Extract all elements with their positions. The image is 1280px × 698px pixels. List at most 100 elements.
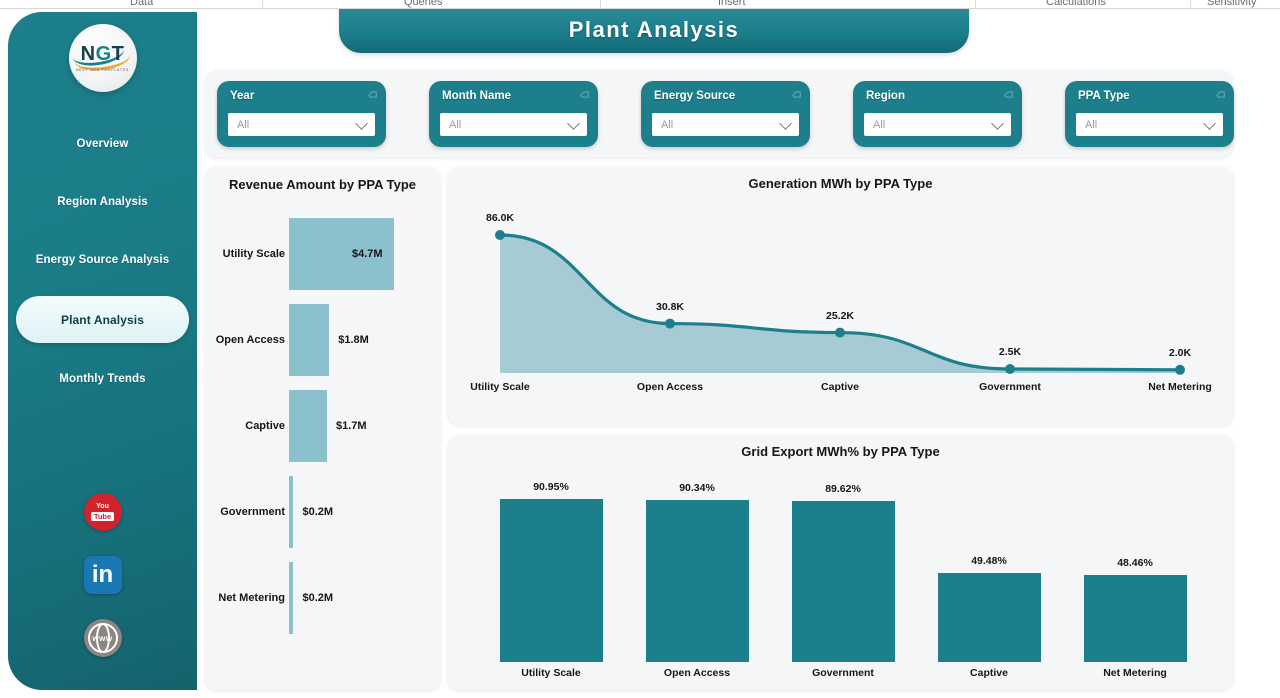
slicer-energy-source[interactable]: Energy Source All [641,81,810,147]
website-link[interactable]: www [83,618,123,658]
revenue-bar-row[interactable]: Open Access $1.8M [205,297,440,383]
generation-value-label: 2.5K [998,345,1022,358]
slicer-region[interactable]: Region All [853,81,1022,147]
youtube-link[interactable]: You Tube [83,492,123,532]
generation-data-point[interactable] [835,327,845,338]
revenue-bar[interactable] [289,562,294,634]
slicer-value: All [1085,118,1098,131]
clear-filter-icon[interactable] [792,91,801,98]
grid-export-axis-label: Open Access [663,667,731,679]
revenue-bar-row[interactable]: Net Metering $0.2M [205,555,440,641]
slicer-dropdown[interactable]: All [864,113,1011,136]
generation-area-svg [495,230,1185,375]
ribbon-tab-sensitivity[interactable]: Sensitivity [1207,0,1257,8]
page-title-banner: Plant Analysis [339,9,969,53]
grid-export-bar[interactable] [499,499,603,662]
grid-export-chart[interactable]: Grid Export MWh% by PPA Type 90.95% 90.34… [448,435,1233,690]
generation-value-label: 86.0K [485,212,515,224]
slicer-dropdown[interactable]: All [440,113,587,136]
filter-bar: Year All Month Name All Energy Source [205,71,1234,157]
sidebar-item-plant-analysis[interactable]: Plant Analysis [16,296,189,343]
chevron-down-icon [779,117,792,130]
slicer-label: PPA Type [1078,90,1130,102]
grid-export-plot [478,477,1208,662]
generation-value-label: 2.0K [1168,346,1192,359]
slicer-label: Month Name [442,90,511,102]
chart-title: Revenue Amount by PPA Type [228,177,417,192]
slicer-ppa-type[interactable]: PPA Type All [1065,81,1234,147]
report-canvas: NGT NEXT GEN TEMPLATES Overview Region A… [0,9,1240,698]
slicer-dropdown[interactable]: All [228,113,375,136]
clear-filter-icon[interactable] [1004,91,1013,98]
grid-export-bar[interactable] [791,501,895,662]
slicer-value: All [449,118,462,131]
ribbon-tab-queries[interactable]: Queries [404,0,443,8]
revenue-value-label: $0.2M [302,592,334,604]
generation-mwh-chart[interactable]: Generation MWh by PPA Type 86.0K 30.8K 25.… [448,167,1233,425]
slicer-month-name[interactable]: Month Name All [429,81,598,147]
generation-data-point[interactable] [1175,364,1185,375]
grid-export-bar[interactable] [645,500,749,662]
slicer-dropdown[interactable]: All [652,113,799,136]
generation-value-label: 30.8K [655,300,685,313]
generation-axis-label: Utility Scale [470,381,530,393]
revenue-bar[interactable] [289,304,330,376]
page-title: Plant Analysis [568,16,740,42]
chevron-down-icon [355,117,368,130]
revenue-bar[interactable] [289,218,394,290]
chevron-down-icon [991,117,1004,130]
slicer-label: Year [230,90,255,102]
sidebar-item-energy-source-analysis[interactable]: Energy Source Analysis [8,238,197,282]
ribbon-tab-calculations[interactable]: Calculations [1046,0,1106,8]
chart-title: Generation MWh by PPA Type [748,176,933,191]
revenue-bar[interactable] [289,390,327,462]
revenue-category-label: Captive [245,420,285,432]
generation-data-point[interactable] [665,318,675,329]
grid-export-axis-label: Net Metering [1103,667,1167,679]
revenue-category-label: Net Metering [218,592,285,604]
clear-filter-icon[interactable] [368,91,377,98]
revenue-category-label: Open Access [215,334,285,346]
chevron-down-icon [567,117,580,130]
revenue-value-label: $0.2M [302,506,334,518]
sidebar-item-region-analysis[interactable]: Region Analysis [8,180,197,224]
sidebar-item-label: Monthly Trends [59,373,146,385]
generation-data-point[interactable] [495,230,505,240]
sidebar-item-label: Region Analysis [57,196,148,208]
grid-export-value-label: 49.48% [971,555,1007,568]
grid-export-bar[interactable] [937,573,1041,662]
ribbon-divider [262,0,263,8]
revenue-bar-row[interactable]: Government $0.2M [205,469,440,555]
sidebar-item-monthly-trends[interactable]: Monthly Trends [8,357,197,401]
sidebar-item-label: Overview [76,138,129,150]
slicer-year[interactable]: Year All [217,81,386,147]
ribbon-divider [600,0,601,8]
ribbon-divider [975,0,976,8]
generation-data-point[interactable] [1005,363,1015,374]
chevron-down-icon [1203,117,1216,130]
revenue-value-label: $1.8M [338,334,369,346]
clear-filter-icon[interactable] [580,91,589,98]
logo-mark: NGT [80,43,125,65]
slicer-label: Region [866,90,905,102]
revenue-bar[interactable] [289,476,294,548]
clear-filter-icon[interactable] [1216,91,1225,98]
grid-export-value-label: 90.95% [533,481,569,493]
grid-export-bar[interactable] [1083,575,1187,662]
revenue-amount-chart[interactable]: Revenue Amount by PPA Type Utility Scale… [205,167,440,690]
sidebar-item-label: Plant Analysis [61,312,144,327]
sidebar-item-overview[interactable]: Overview [8,122,197,166]
linkedin-link[interactable]: in [83,555,123,595]
grid-export-value-label: 48.46% [1117,557,1153,570]
social-links: You Tube in www [8,492,197,681]
revenue-bar-row[interactable]: Utility Scale $4.7M [205,211,440,297]
ribbon-tab-data[interactable]: Data [130,0,154,8]
ngt-logo: NGT NEXT GEN TEMPLATES [68,24,137,92]
slicer-label: Energy Source [654,90,736,102]
slicer-dropdown[interactable]: All [1076,113,1223,136]
revenue-bar-row[interactable]: Captive $1.7M [205,383,440,469]
slicer-value: All [237,118,250,131]
logo-tagline: NEXT GEN TEMPLATES [76,68,129,72]
ribbon-tab-insert[interactable]: Insert [718,0,746,8]
generation-axis-label: Open Access [636,381,704,393]
